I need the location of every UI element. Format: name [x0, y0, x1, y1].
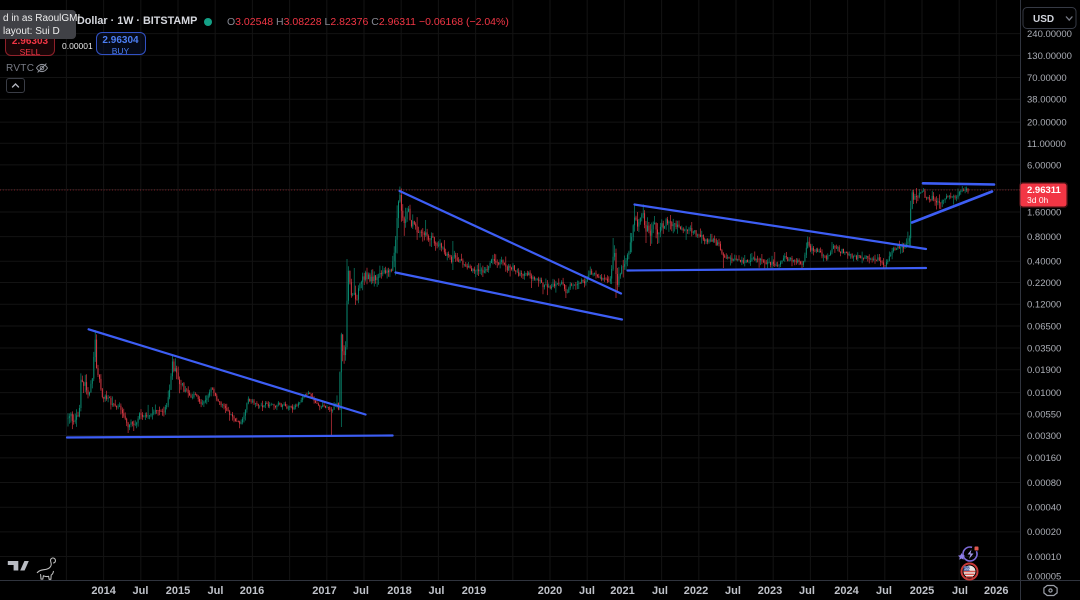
- svg-text:0.00020: 0.00020: [1027, 527, 1061, 538]
- svg-text:Jul: Jul: [429, 585, 445, 597]
- svg-text:Jul: Jul: [725, 585, 741, 597]
- svg-text:2017: 2017: [312, 585, 336, 597]
- svg-text:240.00000: 240.00000: [1027, 29, 1072, 40]
- svg-text:11.00000: 11.00000: [1027, 139, 1066, 150]
- svg-text:2026: 2026: [984, 585, 1008, 597]
- svg-text:2015: 2015: [166, 585, 190, 597]
- svg-text:0.06500: 0.06500: [1027, 321, 1061, 332]
- svg-text:0.00005: 0.00005: [1027, 572, 1061, 583]
- svg-text:2020: 2020: [538, 585, 562, 597]
- svg-text:2019: 2019: [462, 585, 486, 597]
- svg-text:Jul: Jul: [799, 585, 815, 597]
- svg-text:0.00040: 0.00040: [1027, 503, 1061, 514]
- svg-text:20.00000: 20.00000: [1027, 118, 1067, 129]
- svg-text:2024: 2024: [834, 585, 859, 597]
- svg-text:0.01000: 0.01000: [1027, 388, 1061, 399]
- svg-text:0.01900: 0.01900: [1027, 365, 1061, 376]
- svg-text:0.00160: 0.00160: [1027, 453, 1061, 464]
- svg-text:Jul: Jul: [208, 585, 224, 597]
- svg-text:0.00300: 0.00300: [1027, 431, 1061, 442]
- svg-text:0.00550: 0.00550: [1027, 409, 1061, 420]
- svg-text:6.00000: 6.00000: [1027, 160, 1061, 171]
- svg-text:0.22000: 0.22000: [1027, 278, 1061, 289]
- svg-text:2021: 2021: [610, 585, 634, 597]
- svg-text:USD: USD: [1033, 14, 1054, 25]
- svg-text:2018: 2018: [387, 585, 411, 597]
- svg-text:2023: 2023: [758, 585, 782, 597]
- svg-text:130.00000: 130.00000: [1027, 51, 1072, 62]
- svg-text:0.12000: 0.12000: [1027, 300, 1061, 311]
- svg-text:70.00000: 70.00000: [1027, 73, 1067, 84]
- svg-text:Jul: Jul: [353, 585, 369, 597]
- svg-text:38.00000: 38.00000: [1027, 95, 1067, 106]
- svg-text:2014: 2014: [91, 585, 116, 597]
- svg-text:0.80000: 0.80000: [1027, 232, 1061, 243]
- svg-text:Jul: Jul: [952, 585, 968, 597]
- svg-text:2022: 2022: [684, 585, 708, 597]
- svg-text:2025: 2025: [910, 585, 934, 597]
- svg-text:Jul: Jul: [133, 585, 149, 597]
- svg-text:0.03500: 0.03500: [1027, 343, 1061, 354]
- svg-text:Jul: Jul: [876, 585, 892, 597]
- svg-text:3d 0h: 3d 0h: [1027, 195, 1049, 205]
- svg-text:2016: 2016: [240, 585, 264, 597]
- svg-text:0.00080: 0.00080: [1027, 478, 1061, 489]
- svg-text:0.40000: 0.40000: [1027, 257, 1061, 268]
- svg-text:1.60000: 1.60000: [1027, 207, 1061, 218]
- svg-text:2.96311: 2.96311: [1027, 185, 1062, 196]
- svg-text:0.00010: 0.00010: [1027, 552, 1061, 563]
- svg-text:Jul: Jul: [579, 585, 595, 597]
- svg-text:Jul: Jul: [652, 585, 668, 597]
